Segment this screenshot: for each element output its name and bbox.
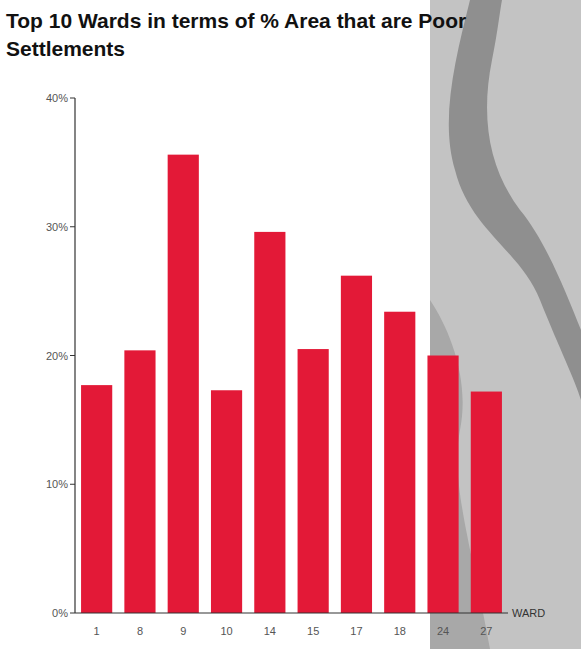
bar xyxy=(168,155,199,613)
x-tick-label: 10 xyxy=(220,625,232,637)
bars xyxy=(81,155,502,613)
x-tick-label: 9 xyxy=(180,625,186,637)
bar xyxy=(211,390,242,613)
x-axis-line xyxy=(75,612,508,613)
title: Top 10 Wards in terms of % Area that are… xyxy=(6,9,466,60)
bar xyxy=(298,349,329,613)
x-tick-label: 27 xyxy=(480,625,492,637)
y-tick-label: 30% xyxy=(46,221,68,233)
x-tick-label: 15 xyxy=(307,625,319,637)
y-tick xyxy=(70,355,75,356)
bar xyxy=(427,356,458,614)
y-tick xyxy=(70,226,75,227)
y-tick xyxy=(70,98,75,99)
x-tick-label: 24 xyxy=(437,625,449,637)
y-tick xyxy=(70,484,75,485)
y-tick-label: 40% xyxy=(46,92,68,104)
y-axis: 0% 10% 20% 30% 40% xyxy=(46,92,75,619)
y-axis-line xyxy=(74,98,75,613)
y-tick-label: 10% xyxy=(46,478,68,490)
bar xyxy=(471,392,502,613)
photo-river xyxy=(449,0,581,400)
x-tick-label: 8 xyxy=(137,625,143,637)
title-line: Top 10 Wards in terms of % Area that are… xyxy=(6,9,466,32)
x-tick-label: 14 xyxy=(264,625,276,637)
x-axis: 18910141517182427 xyxy=(94,625,493,637)
x-tick-label: 1 xyxy=(94,625,100,637)
title-line: Settlements xyxy=(6,37,125,60)
bar xyxy=(124,350,155,613)
y-tick-label: 20% xyxy=(46,350,68,362)
x-tick-label: 18 xyxy=(394,625,406,637)
bar xyxy=(341,276,372,613)
bar xyxy=(81,385,112,613)
y-tick-label: 0% xyxy=(52,607,68,619)
x-axis-label: WARD xyxy=(512,607,545,619)
y-tick xyxy=(70,613,75,614)
x-tick-label: 17 xyxy=(350,625,362,637)
bar xyxy=(254,232,285,613)
bar xyxy=(384,312,415,613)
